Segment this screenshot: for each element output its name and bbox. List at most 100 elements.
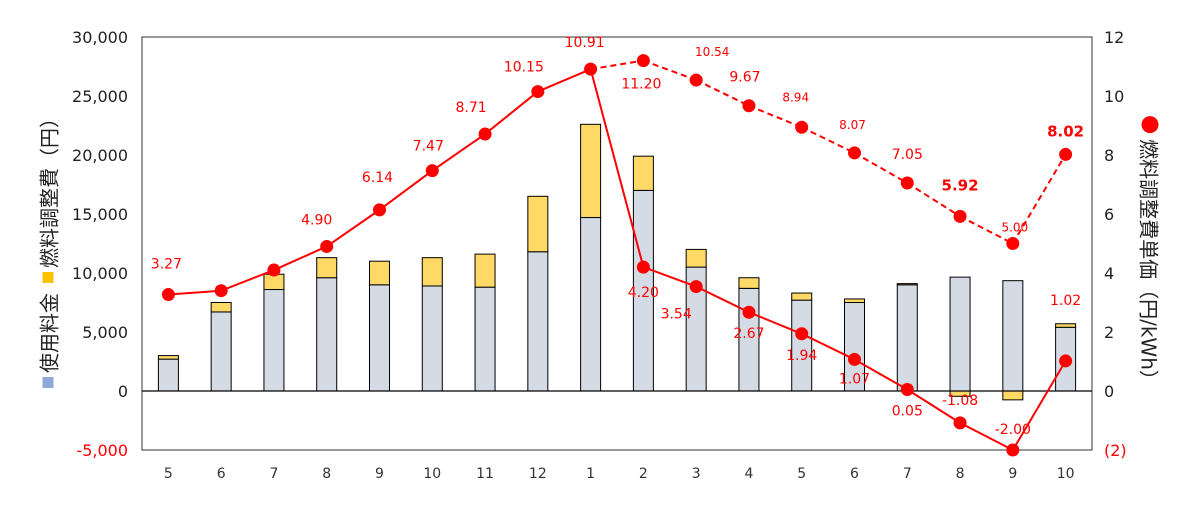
left-tick-label: 5,000	[82, 323, 128, 342]
data-label-group: 3.27 4.90 6.14 7.47 8.71 10.15 10.91 11.20 10.54…	[151, 35, 1084, 438]
usage-legend-swatch	[42, 377, 54, 388]
fuel-adjustment-bar	[1002, 390, 1024, 401]
unit-price-point	[1006, 443, 1020, 457]
unit-price-point	[900, 383, 914, 397]
data-label: 4.90	[301, 212, 332, 228]
data-label: 8.07	[839, 118, 866, 132]
unit-price-line-a-segment	[326, 209, 381, 248]
unit-price-point	[636, 54, 650, 68]
fuel-adjustment-bar	[844, 298, 865, 303]
unit-price-line-b-segment	[854, 152, 908, 184]
unit-price-point	[531, 85, 545, 99]
unit-price-point	[1006, 237, 1020, 250]
point-group	[161, 54, 1073, 457]
unit-price-point	[742, 305, 756, 319]
unit-price-point	[742, 99, 756, 113]
right-tick-label: 8	[1104, 146, 1114, 165]
x-tick-label: 5	[164, 466, 173, 482]
left-axis-ticks: 30,000 25,000 20,000 15,000 10,000 5,000 0 -5,0…	[72, 28, 128, 460]
right-tick-label: 12	[1104, 28, 1124, 47]
unit-price-line-b-segment	[906, 182, 961, 218]
unit-price-line-a-segment	[273, 245, 328, 271]
x-tick-label: 8	[322, 466, 331, 482]
unit-price-point	[1059, 147, 1073, 161]
data-label: 1.07	[839, 371, 870, 387]
usage-bar	[580, 217, 602, 392]
usage-bar	[949, 276, 971, 392]
usage-bar	[474, 286, 496, 392]
data-label: 4.20	[628, 285, 659, 301]
unit-price-point	[689, 280, 703, 294]
x-tick-label: 1	[586, 466, 595, 482]
x-tick-label: 5	[797, 466, 806, 482]
unit-price-point	[795, 120, 809, 134]
unit-price-line-b-segment	[1011, 153, 1067, 245]
x-tick-label: 6	[217, 466, 226, 482]
unit-price-point	[900, 176, 914, 190]
right-tick-label: 4	[1104, 264, 1114, 283]
data-label: 10.54	[695, 45, 729, 59]
unit-price-point	[320, 239, 334, 253]
data-label: 9.67	[729, 70, 760, 86]
fuel-adjustment-bar	[1055, 323, 1077, 328]
fuel-adjustment-bar	[580, 123, 602, 219]
unit-price-point	[267, 263, 281, 277]
usage-bar	[369, 284, 390, 392]
right-tick-label: 0	[1104, 382, 1114, 401]
unit-price-line-c-segment	[854, 358, 908, 391]
usage-bar	[157, 358, 179, 392]
unit-price-point	[848, 352, 861, 366]
unit-price-line-c-segment	[643, 266, 697, 288]
fuel-adjustment-bar	[157, 355, 179, 360]
fuel-adjustment-bar	[210, 302, 232, 313]
data-label: 5.00	[1001, 221, 1028, 235]
left-axis-title: 使用料金 燃料調整費（円）	[34, 108, 63, 392]
data-label: 8.71	[455, 100, 486, 116]
x-tick-label: 6	[850, 466, 859, 482]
usage-bar	[896, 284, 918, 392]
left-tick-label: 30,000	[72, 28, 128, 47]
data-label: 8.02	[1047, 122, 1084, 140]
unit-price-line-c-segment	[906, 388, 961, 424]
left-axis-title-part1: 使用料金	[37, 293, 62, 373]
x-tick-label: 9	[375, 466, 384, 482]
data-label: 7.05	[892, 147, 923, 163]
data-label: -2.00	[995, 422, 1031, 438]
data-label: 7.47	[413, 139, 444, 155]
right-tick-label: (2)	[1104, 441, 1127, 460]
x-tick-label: 10	[423, 466, 441, 482]
usage-bar	[1002, 280, 1024, 392]
unit-price-point	[584, 62, 598, 76]
x-tick-label: 12	[529, 466, 547, 482]
fuel-adjustment-bar	[369, 260, 390, 286]
x-tick-label: 4	[744, 466, 753, 482]
data-label: 0.05	[892, 404, 923, 420]
data-label: 6.14	[362, 170, 393, 186]
unit-price-line-a-segment	[484, 90, 539, 135]
unit-price-point	[848, 146, 861, 160]
unit-price-line-c-segment	[801, 332, 855, 361]
unit-price-point	[1059, 354, 1073, 368]
unit-price-point	[478, 127, 492, 141]
data-label: 10.91	[565, 35, 605, 51]
x-tick-label: 11	[476, 466, 494, 482]
usage-bar	[316, 277, 338, 392]
data-label: 1.94	[786, 348, 817, 364]
data-label: 3.27	[151, 257, 182, 273]
x-tick-label: 10	[1057, 466, 1075, 482]
unit-price-point	[373, 203, 386, 217]
data-label: 11.20	[621, 77, 661, 93]
unit-price-line-c-segment	[1011, 360, 1067, 451]
fuel-adjustment-bar	[896, 283, 918, 286]
fuel-legend-swatch	[42, 272, 54, 283]
line-group	[168, 59, 1067, 451]
unit-price-line-b-segment	[590, 59, 644, 71]
unit-price-point	[214, 284, 228, 298]
right-tick-label: 6	[1104, 205, 1114, 224]
unit-price-line-c-segment	[748, 311, 803, 335]
unit-price-line-a-segment	[220, 269, 275, 292]
left-tick-label: 20,000	[72, 146, 128, 165]
x-tick-label: 7	[269, 466, 278, 482]
unit-price-point	[636, 260, 650, 274]
fuel-adjustment-bar	[685, 248, 707, 268]
